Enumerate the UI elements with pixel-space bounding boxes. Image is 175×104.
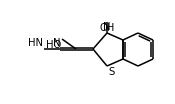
Text: OH: OH bbox=[99, 23, 115, 33]
Text: HN: HN bbox=[28, 38, 43, 48]
Text: N: N bbox=[103, 22, 111, 32]
Text: HO: HO bbox=[46, 40, 61, 50]
Text: S: S bbox=[108, 67, 114, 77]
Text: N: N bbox=[54, 38, 61, 48]
